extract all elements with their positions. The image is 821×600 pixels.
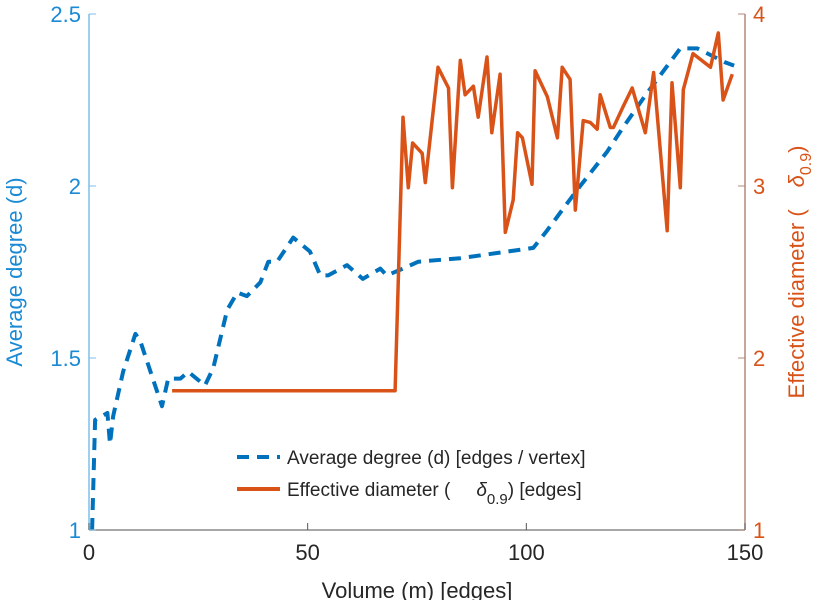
y-axis-label-right-sub: 0.9 [798, 153, 815, 175]
y-axis-label-right-suffix: ) [784, 146, 809, 153]
y-tick-label-right: 4 [753, 2, 765, 27]
series-line-effective-diameter [172, 31, 734, 393]
y-axis-label-right-symbol: δ [784, 174, 809, 187]
legend-label-prefix: Effective diameter ( [287, 480, 451, 501]
x-tick-label: 150 [727, 540, 764, 565]
y-axis-label-right-prefix: Effective diameter ( [784, 209, 809, 399]
series-line-average-degree [90, 46, 735, 531]
x-axis-label: Volume (m) [edges] [322, 578, 513, 600]
y-tick-label-left: 1 [69, 518, 81, 543]
y-tick-label-right: 1 [753, 518, 765, 543]
y-tick-label-right: 3 [753, 174, 765, 199]
legend-label-suffix: ) [edges] [508, 480, 582, 501]
y-tick-label-left: 1.5 [50, 346, 81, 371]
y-axis-label-right: Effective diameter ( δ0.9) [784, 146, 815, 399]
y-tick-label-left: 2.5 [50, 2, 81, 27]
x-tick-label: 0 [83, 540, 95, 565]
y-axis-label-left: Average degree (d) [2, 177, 27, 366]
plot-area [90, 31, 735, 531]
y-tick-label-left: 2 [69, 174, 81, 199]
x-tick-label: 50 [295, 540, 319, 565]
legend-label-symbol: δ [476, 480, 487, 501]
legend-label-effective-diameter: Effective diameter ( δ0.9) [edges] [287, 480, 582, 508]
legend-label-average-degree: Average degree (d) [edges / vertex] [287, 448, 586, 469]
x-tick-label: 100 [508, 540, 545, 565]
legend: Average degree (d) [edges / vertex] Effe… [237, 448, 586, 508]
legend-label-sub: 0.9 [487, 491, 508, 508]
y-tick-label-right: 2 [753, 346, 765, 371]
